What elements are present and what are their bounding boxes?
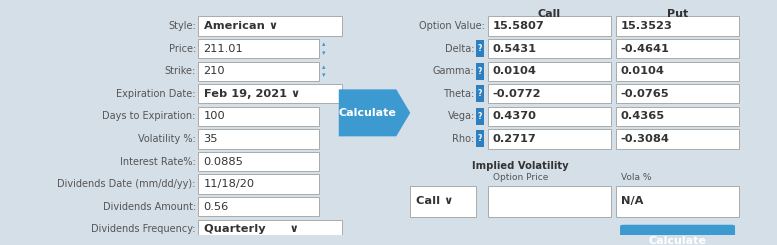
Text: Volatility %:: Volatility %: [138, 134, 196, 144]
FancyBboxPatch shape [198, 39, 319, 58]
FancyBboxPatch shape [476, 40, 484, 57]
Text: Put: Put [667, 9, 688, 19]
FancyBboxPatch shape [476, 131, 484, 147]
Polygon shape [339, 89, 410, 136]
Text: ▾: ▾ [322, 73, 326, 78]
Text: Expiration Date:: Expiration Date: [117, 89, 196, 99]
Text: ▴: ▴ [322, 64, 326, 70]
Text: 11/18/20: 11/18/20 [204, 179, 255, 189]
Text: ?: ? [478, 44, 483, 53]
Text: Call ∨: Call ∨ [416, 196, 454, 206]
Text: 0.2717: 0.2717 [493, 134, 536, 144]
Text: Feb 19, 2021 ∨: Feb 19, 2021 ∨ [204, 89, 300, 99]
Text: Calculate: Calculate [649, 236, 706, 245]
FancyBboxPatch shape [620, 225, 735, 245]
Text: Interest Rate%:: Interest Rate%: [120, 157, 196, 167]
FancyBboxPatch shape [488, 129, 611, 148]
FancyBboxPatch shape [616, 129, 739, 148]
Text: N/A: N/A [621, 196, 643, 206]
Text: ▾: ▾ [322, 50, 326, 56]
Text: Quarterly      ∨: Quarterly ∨ [204, 224, 298, 234]
FancyBboxPatch shape [476, 108, 484, 125]
FancyBboxPatch shape [616, 16, 739, 36]
Text: Dividends Frequency:: Dividends Frequency: [92, 224, 196, 234]
FancyBboxPatch shape [616, 61, 739, 81]
FancyBboxPatch shape [488, 107, 611, 126]
Text: American ∨: American ∨ [204, 21, 277, 31]
Text: Calculate: Calculate [339, 108, 396, 118]
Text: -0.3084: -0.3084 [621, 134, 670, 144]
Text: ?: ? [478, 135, 483, 143]
FancyBboxPatch shape [410, 186, 476, 217]
Text: Delta:: Delta: [445, 44, 475, 54]
Text: Days to Expiration:: Days to Expiration: [103, 111, 196, 121]
FancyBboxPatch shape [616, 107, 739, 126]
Text: 15.5807: 15.5807 [493, 21, 545, 31]
FancyBboxPatch shape [616, 84, 739, 103]
Text: Strike:: Strike: [165, 66, 196, 76]
Text: Dividends Amount:: Dividends Amount: [103, 202, 196, 212]
Text: -0.0772: -0.0772 [493, 89, 541, 99]
Text: -0.4641: -0.4641 [621, 44, 670, 54]
Text: Option Price: Option Price [493, 173, 548, 182]
FancyBboxPatch shape [198, 197, 319, 216]
FancyBboxPatch shape [488, 186, 611, 217]
Text: Price:: Price: [169, 44, 196, 54]
Text: ?: ? [478, 67, 483, 76]
Text: 211.01: 211.01 [204, 44, 243, 54]
FancyBboxPatch shape [488, 39, 611, 58]
Text: 0.4365: 0.4365 [621, 111, 665, 121]
Text: 0.0885: 0.0885 [204, 157, 243, 167]
Text: 35: 35 [204, 134, 218, 144]
Text: Vola %: Vola % [621, 173, 651, 182]
Text: ?: ? [478, 112, 483, 121]
Text: Theta:: Theta: [444, 89, 475, 99]
Text: 0.0104: 0.0104 [621, 66, 664, 76]
Text: Rho:: Rho: [452, 134, 475, 144]
Text: Dividends Date (mm/dd/yy):: Dividends Date (mm/dd/yy): [57, 179, 196, 189]
Text: ▴: ▴ [322, 41, 326, 48]
Text: Call: Call [538, 9, 561, 19]
Text: 0.56: 0.56 [204, 202, 228, 212]
FancyBboxPatch shape [198, 16, 342, 36]
FancyBboxPatch shape [488, 84, 611, 103]
Text: ?: ? [478, 89, 483, 98]
Text: 210: 210 [204, 66, 225, 76]
Text: Style:: Style: [168, 21, 196, 31]
Text: 0.4370: 0.4370 [493, 111, 537, 121]
Text: -0.0765: -0.0765 [621, 89, 670, 99]
FancyBboxPatch shape [198, 152, 319, 171]
Text: Vega:: Vega: [448, 111, 475, 121]
FancyBboxPatch shape [476, 63, 484, 80]
FancyBboxPatch shape [198, 107, 319, 126]
Text: 15.3523: 15.3523 [621, 21, 673, 31]
Text: Gamma:: Gamma: [433, 66, 475, 76]
Text: Implied Volatility: Implied Volatility [472, 160, 569, 171]
FancyBboxPatch shape [198, 220, 342, 239]
FancyBboxPatch shape [616, 39, 739, 58]
FancyBboxPatch shape [198, 61, 319, 81]
FancyBboxPatch shape [476, 85, 484, 102]
Text: Option Value:: Option Value: [419, 21, 485, 31]
FancyBboxPatch shape [198, 129, 319, 148]
Text: 0.0104: 0.0104 [493, 66, 536, 76]
Text: 0.5431: 0.5431 [493, 44, 537, 54]
FancyBboxPatch shape [488, 61, 611, 81]
FancyBboxPatch shape [488, 16, 611, 36]
FancyBboxPatch shape [198, 84, 342, 103]
FancyBboxPatch shape [198, 174, 319, 194]
FancyBboxPatch shape [616, 186, 739, 217]
Text: 100: 100 [204, 111, 225, 121]
